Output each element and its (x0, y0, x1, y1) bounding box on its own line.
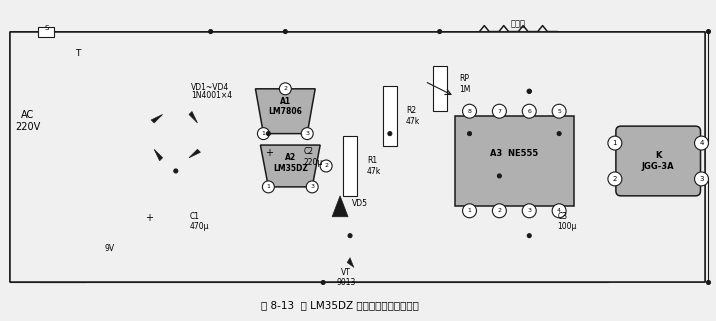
Circle shape (208, 30, 213, 34)
Circle shape (608, 136, 622, 150)
Text: +: + (145, 213, 153, 223)
Circle shape (463, 204, 476, 218)
Circle shape (695, 136, 708, 150)
Text: 5: 5 (557, 109, 561, 114)
Text: 3: 3 (305, 131, 309, 136)
Text: 1: 1 (266, 184, 271, 189)
Circle shape (707, 281, 710, 284)
Circle shape (608, 172, 622, 186)
Circle shape (468, 132, 472, 135)
Circle shape (527, 89, 531, 93)
Polygon shape (261, 145, 320, 187)
Text: 1N4001×4: 1N4001×4 (190, 91, 232, 100)
Text: 3: 3 (527, 208, 531, 213)
Circle shape (493, 104, 506, 118)
Text: C1
470μ: C1 470μ (190, 212, 209, 231)
Text: 4: 4 (700, 140, 704, 146)
Circle shape (498, 174, 501, 178)
Text: 3: 3 (310, 184, 314, 189)
Circle shape (266, 132, 271, 135)
Circle shape (284, 30, 287, 34)
Bar (39, 27, 54, 37)
Bar (432, 66, 447, 111)
Bar (383, 86, 397, 146)
Text: C2
220μ: C2 220μ (304, 147, 322, 167)
Text: 2: 2 (613, 176, 617, 182)
Circle shape (557, 132, 561, 135)
Text: 9V: 9V (104, 244, 114, 253)
Circle shape (463, 104, 476, 118)
Text: T: T (75, 49, 81, 58)
Text: 2: 2 (498, 208, 501, 213)
Text: 8: 8 (468, 109, 471, 114)
Text: 4: 4 (557, 208, 561, 213)
Text: AC
220V: AC 220V (15, 110, 40, 132)
Bar (343, 136, 357, 196)
Polygon shape (189, 149, 200, 158)
Bar (455, 116, 574, 206)
Bar (9, 31, 705, 282)
Circle shape (707, 30, 710, 34)
Circle shape (301, 128, 313, 140)
Circle shape (174, 169, 178, 173)
Text: A1
LM7806: A1 LM7806 (268, 97, 302, 116)
Circle shape (493, 204, 506, 218)
Text: A3  NE555: A3 NE555 (490, 149, 538, 158)
Circle shape (552, 204, 566, 218)
Circle shape (527, 234, 531, 238)
Circle shape (527, 89, 531, 93)
Circle shape (388, 132, 392, 135)
Text: VT
9013: VT 9013 (337, 268, 356, 287)
Circle shape (522, 104, 536, 118)
Text: 2: 2 (324, 163, 328, 169)
Polygon shape (332, 196, 348, 217)
Circle shape (321, 281, 325, 284)
Text: R2
47k: R2 47k (406, 107, 420, 126)
Text: VD1~VD4: VD1~VD4 (190, 83, 229, 92)
Polygon shape (256, 89, 315, 134)
Circle shape (263, 181, 274, 193)
Text: 电热丝: 电热丝 (511, 19, 526, 28)
Text: +: + (266, 148, 274, 158)
Circle shape (348, 234, 352, 238)
Circle shape (552, 104, 566, 118)
Polygon shape (189, 111, 198, 123)
Polygon shape (347, 257, 354, 267)
Text: R1
47k: R1 47k (367, 156, 381, 176)
Text: 3: 3 (700, 176, 704, 182)
Text: K
JGG-3A: K JGG-3A (642, 151, 674, 171)
Text: VD5: VD5 (352, 199, 368, 208)
Circle shape (279, 83, 291, 95)
Circle shape (320, 160, 332, 172)
Circle shape (522, 204, 536, 218)
FancyBboxPatch shape (616, 126, 700, 196)
Text: 7: 7 (498, 109, 501, 114)
Polygon shape (151, 115, 163, 123)
Circle shape (695, 172, 708, 186)
Circle shape (306, 181, 318, 193)
Text: S: S (44, 25, 49, 30)
Text: C3
100μ: C3 100μ (557, 212, 576, 231)
Text: 1: 1 (468, 208, 471, 213)
Text: 6: 6 (527, 109, 531, 114)
Circle shape (437, 30, 442, 34)
Polygon shape (154, 149, 163, 161)
Text: 1: 1 (613, 140, 617, 146)
Text: 1: 1 (261, 131, 266, 136)
Text: RP
1M: RP 1M (460, 74, 471, 93)
Circle shape (258, 128, 269, 140)
Text: 2: 2 (284, 86, 287, 91)
Text: 图 8-13  用 LM35DZ 制作的家禽孵化箱电路: 图 8-13 用 LM35DZ 制作的家禽孵化箱电路 (261, 300, 419, 310)
Text: A2
LM35DZ: A2 LM35DZ (273, 153, 308, 173)
